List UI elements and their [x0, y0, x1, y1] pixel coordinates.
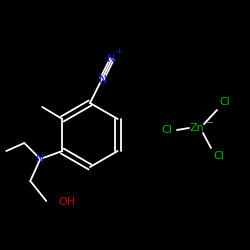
Text: N: N	[99, 75, 107, 85]
Text: Cl: Cl	[214, 151, 224, 161]
Text: N: N	[107, 54, 115, 64]
Text: Cl: Cl	[162, 125, 172, 135]
Text: +: +	[116, 48, 122, 56]
Text: OH: OH	[58, 197, 76, 207]
Text: N: N	[36, 154, 44, 164]
Text: Cl: Cl	[220, 97, 230, 107]
Text: Zn: Zn	[190, 123, 204, 133]
Text: −: −	[206, 118, 214, 128]
